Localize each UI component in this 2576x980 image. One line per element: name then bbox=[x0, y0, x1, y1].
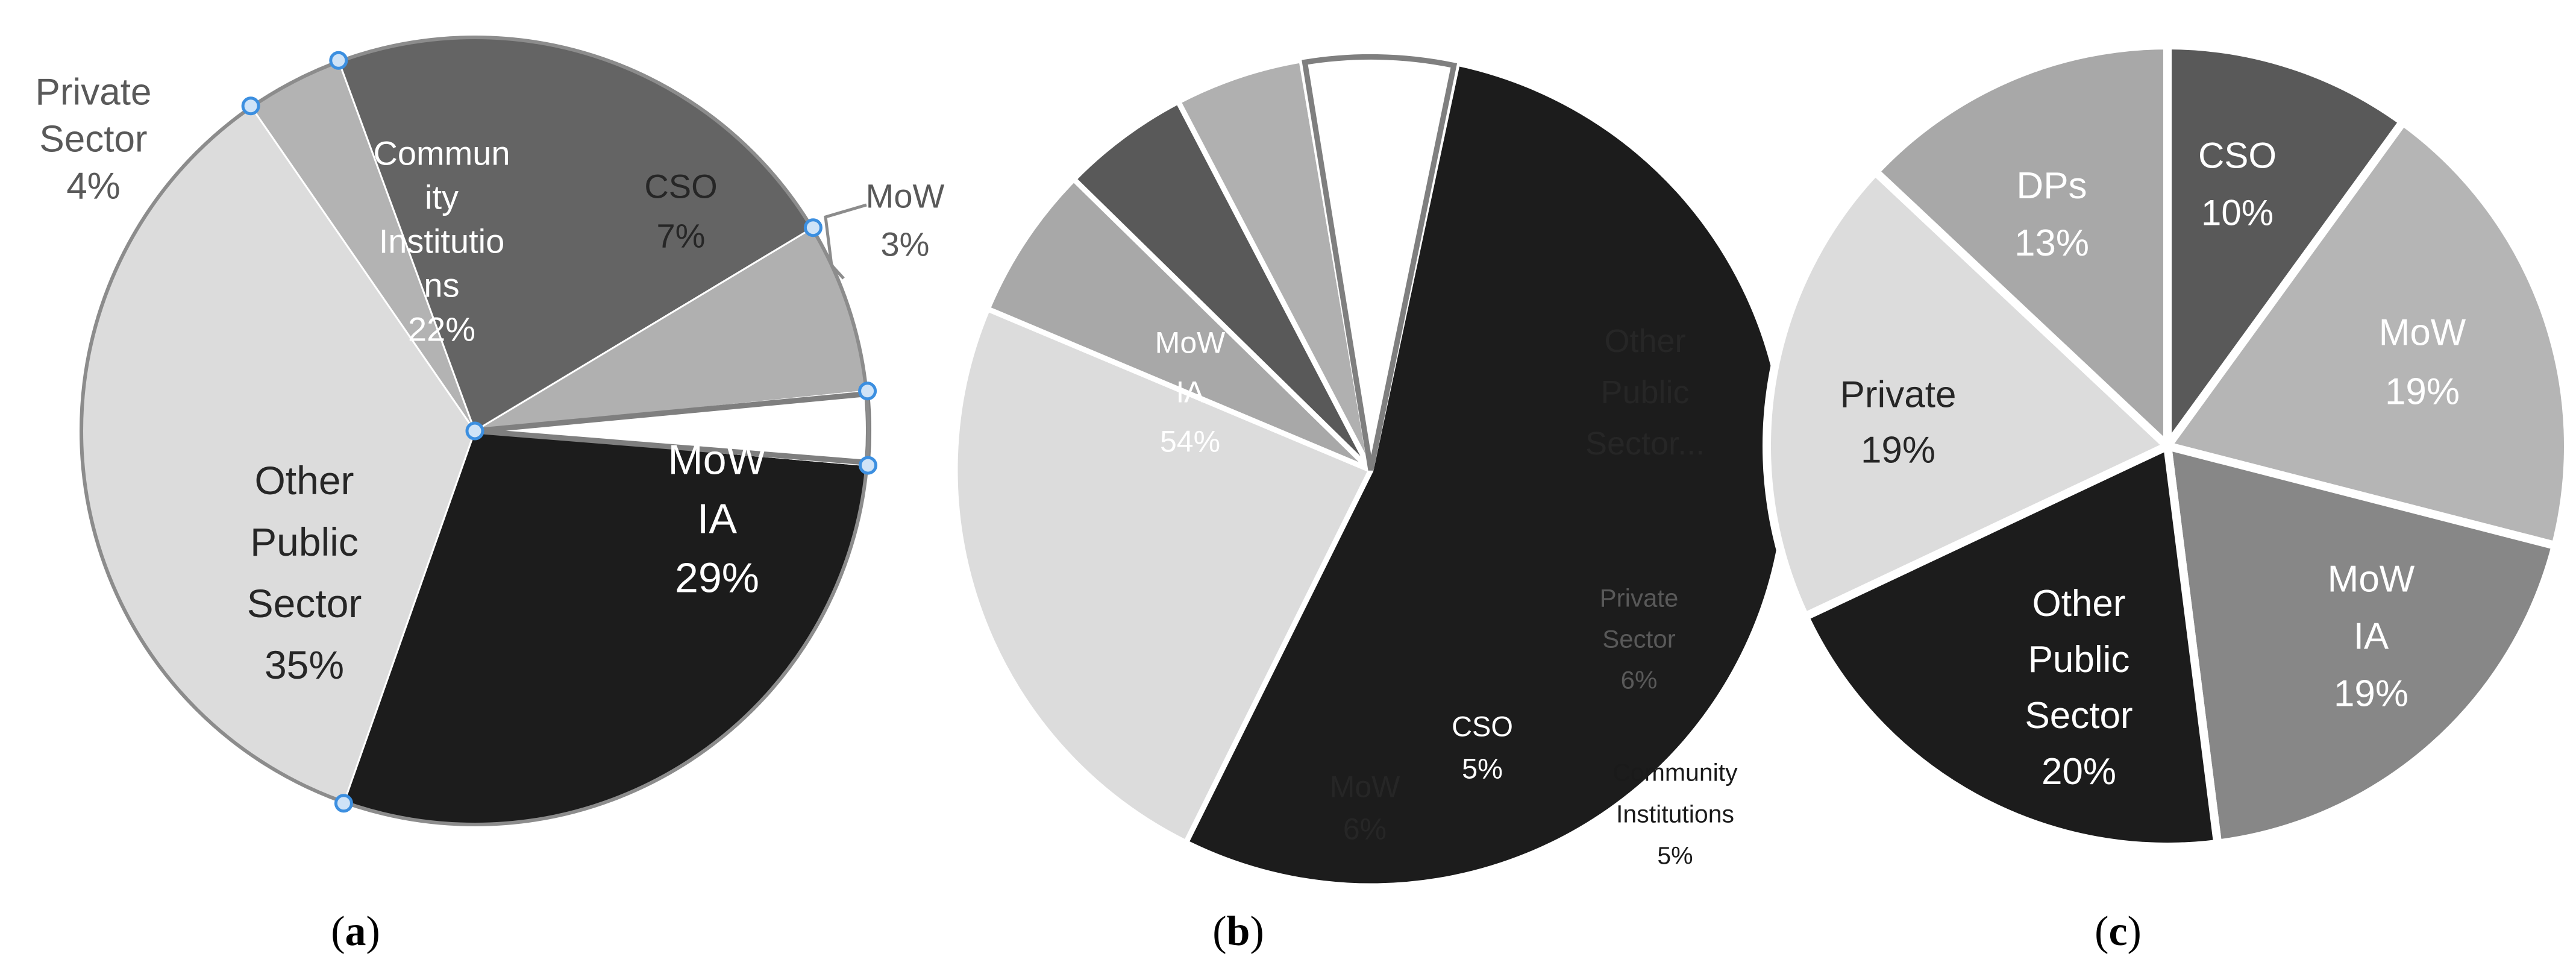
label-a-3-line: ns bbox=[424, 266, 459, 304]
slice-b-cso bbox=[1175, 57, 1374, 473]
label-b-2-line: Private bbox=[1600, 584, 1679, 612]
label-c-2-line: MoW bbox=[2328, 559, 2415, 600]
slice-c-mow-ia bbox=[2163, 442, 2560, 848]
label-b-2: Private Sector 6% bbox=[1600, 584, 1679, 694]
selection-handle[interactable] bbox=[859, 456, 877, 475]
caption-a-letter: a bbox=[345, 908, 366, 955]
label-b-0-line: IA bbox=[1176, 375, 1205, 409]
label-a-2-line: Sector bbox=[39, 119, 147, 160]
label-a-2-line: 4% bbox=[66, 166, 121, 207]
label-c-5-line: DPs bbox=[2016, 165, 2087, 207]
caption-b: (b) bbox=[1212, 908, 1264, 955]
pie-chart-b: MoW IA 54% Other Public Sector... Private Secto… bbox=[952, 51, 1790, 955]
label-b-1-line: Other bbox=[1604, 323, 1685, 359]
selection-handle[interactable] bbox=[334, 794, 353, 813]
label-a-5-line: 3% bbox=[881, 225, 930, 263]
label-a-1: Other Public Sector 35% bbox=[247, 458, 362, 687]
label-a-3: Commun ity Institutio ns 22% bbox=[373, 134, 510, 348]
label-a-4-line: 7% bbox=[657, 217, 706, 255]
caption-a: (a) bbox=[331, 908, 380, 955]
selection-handle[interactable] bbox=[329, 51, 348, 70]
label-a-1-line: 35% bbox=[265, 642, 344, 687]
label-b-3-line: 5% bbox=[1657, 841, 1693, 869]
label-c-1-line: MoW bbox=[2379, 312, 2466, 354]
label-c-3-line: Sector bbox=[2025, 695, 2133, 737]
label-b-2-line: Sector bbox=[1602, 625, 1675, 653]
label-c-4-line: Private bbox=[1840, 374, 1957, 416]
slice-b-other-public bbox=[952, 306, 1374, 846]
label-c-3: Other Public Sector 20% bbox=[2025, 583, 2133, 793]
selection-handle[interactable] bbox=[241, 96, 260, 116]
label-c-2-line: 19% bbox=[2334, 673, 2408, 715]
label-a-3-line: ity bbox=[425, 178, 459, 216]
label-b-0: MoW IA 54% bbox=[1155, 326, 1226, 459]
label-a-2-line: Private bbox=[36, 72, 152, 113]
label-a-5-line: MoW bbox=[866, 177, 945, 215]
label-b-4-line: 5% bbox=[1462, 753, 1503, 785]
label-b-4: CSO 5% bbox=[1452, 711, 1513, 785]
label-c-3-line: Public bbox=[2028, 639, 2130, 680]
caption-c: (c) bbox=[2095, 908, 2142, 955]
slice-b-mow-outline bbox=[1302, 54, 1458, 471]
label-a-4-line: CSO bbox=[644, 168, 717, 206]
slice-b-private-sector bbox=[985, 176, 1374, 473]
label-c-1: MoW 19% bbox=[2379, 312, 2466, 413]
label-c-0-line: 10% bbox=[2201, 193, 2274, 233]
label-b-1: Other Public Sector... bbox=[1585, 323, 1705, 462]
label-b-3-line: Community bbox=[1612, 758, 1738, 786]
selection-handle[interactable] bbox=[858, 382, 877, 401]
caption-c-letter: c bbox=[2108, 908, 2127, 955]
label-b-3: Community Institutions 5% bbox=[1612, 758, 1738, 869]
label-c-4-line: 19% bbox=[1861, 430, 1935, 471]
label-b-5: MoW 6% bbox=[1330, 770, 1400, 846]
pie-chart-a: MoW IA 29% Other Public Sector 35% Private Secto… bbox=[36, 35, 945, 955]
label-a-2: Private Sector 4% bbox=[36, 72, 152, 207]
label-a-4: CSO 7% bbox=[644, 168, 717, 255]
label-c-0: CSO 10% bbox=[2198, 136, 2277, 233]
label-b-1-line: Sector... bbox=[1585, 426, 1705, 462]
label-a-1-line: Sector bbox=[247, 581, 362, 626]
label-a-0-line: MoW bbox=[668, 436, 766, 483]
label-c-4: Private 19% bbox=[1840, 374, 1957, 471]
label-b-5-line: MoW bbox=[1330, 770, 1400, 804]
label-a-3-line: Institutio bbox=[379, 222, 505, 260]
label-a-0-line: IA bbox=[697, 495, 737, 542]
label-a-0: MoW IA 29% bbox=[668, 436, 766, 602]
slice-c-mow bbox=[2163, 118, 2572, 550]
slice-c-private bbox=[1763, 167, 2172, 621]
label-c-1-line: 19% bbox=[2385, 371, 2460, 413]
label-c-2: MoW IA 19% bbox=[2328, 559, 2415, 715]
label-c-3-line: Other bbox=[2032, 583, 2125, 624]
label-a-3-line: 22% bbox=[408, 310, 475, 348]
label-a-1-line: Public bbox=[250, 520, 359, 564]
label-c-3-line: 20% bbox=[2042, 751, 2116, 793]
label-b-3-line: Institutions bbox=[1616, 800, 1734, 828]
pie-chart-c: CSO 10% MoW 19% MoW IA 19% Other Public Sector 20%… bbox=[1763, 41, 2572, 955]
slice-b-mow-ia bbox=[1183, 60, 1790, 889]
selection-handle-center[interactable] bbox=[465, 421, 484, 441]
slice-c-dps bbox=[1871, 41, 2172, 450]
pie-a-rim bbox=[80, 36, 870, 826]
selection-handle[interactable] bbox=[803, 218, 823, 237]
label-b-4-line: CSO bbox=[1452, 711, 1513, 743]
label-b-0-line: MoW bbox=[1155, 326, 1226, 360]
label-b-1-line: Public bbox=[1600, 374, 1689, 410]
label-a-5: MoW 3% bbox=[866, 177, 945, 263]
slice-c-cso bbox=[2163, 41, 2407, 450]
label-a-3-line: Commun bbox=[373, 134, 510, 172]
label-b-0-line: 54% bbox=[1160, 425, 1220, 459]
label-c-5-line: 13% bbox=[2014, 222, 2089, 264]
label-a-1-line: Other bbox=[254, 458, 354, 503]
label-c-2-line: IA bbox=[2354, 616, 2389, 658]
leader-line-mow bbox=[824, 203, 867, 280]
label-a-0-line: 29% bbox=[675, 554, 759, 602]
label-c-0-line: CSO bbox=[2198, 136, 2277, 176]
slice-b-community-institutions bbox=[1071, 99, 1374, 473]
label-c-5: DPs 13% bbox=[2014, 165, 2089, 264]
label-b-5-line: 6% bbox=[1343, 812, 1387, 846]
caption-b-letter: b bbox=[1227, 908, 1250, 955]
slice-c-other-public-sector bbox=[1800, 442, 2222, 852]
label-b-2-line: 6% bbox=[1621, 666, 1658, 694]
